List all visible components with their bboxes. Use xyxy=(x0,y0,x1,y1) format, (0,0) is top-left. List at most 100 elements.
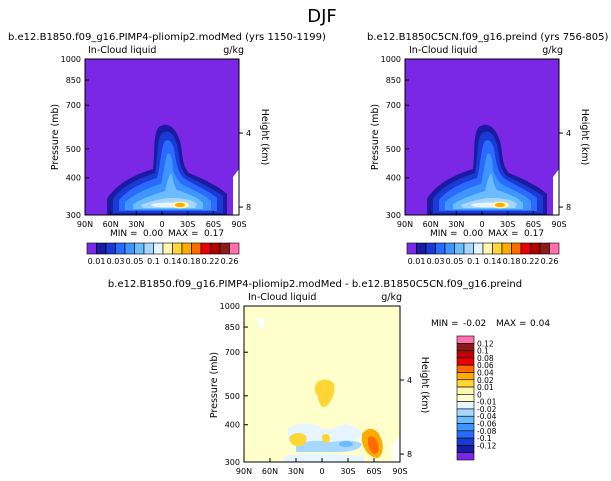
panel-1-colorbar-swatch xyxy=(153,242,164,255)
panel-3-contour-mid-positive xyxy=(314,379,335,408)
panel-3-colorbar-swatch xyxy=(456,350,475,359)
panel-3-title: b.e12.B1850.f09_g16.PIMP4-pliomip2.modMe… xyxy=(108,279,522,290)
panel-2-xtick-label: 90S xyxy=(551,220,566,229)
panel-2-colorbar-swatch xyxy=(520,242,531,255)
panel-1-colorbar-swatch xyxy=(105,242,116,255)
panel-3-colorbar-label: -0.12 xyxy=(477,441,497,450)
panel-3-axes: 90N 60N 30N 0 30S 60S 90S 300 400 500 700 850 1000 8 4 xyxy=(220,302,412,476)
figure-title: DJF xyxy=(307,6,337,27)
panel-3-colorbar-swatch xyxy=(456,437,475,446)
panel-2-colorbar-label: 0.14 xyxy=(484,257,502,266)
panel-2-colorbar-swatch xyxy=(539,242,550,255)
panel-1-colorbar-swatch xyxy=(96,242,107,255)
panel-2-colorbar-swatch xyxy=(492,242,503,255)
panel-3-colorbar-swatch xyxy=(456,430,475,439)
panel-2-xtick-label: 60N xyxy=(423,220,439,229)
panel-1-y2tick-label: 4 xyxy=(246,129,251,138)
panel-3-colorbar-swatch xyxy=(456,408,475,417)
panel-1-ytick-label: 850 xyxy=(66,76,81,85)
panel-2-ytick-label: 400 xyxy=(386,174,401,183)
panel-2-min-label: MIN = xyxy=(430,229,458,239)
panel-3-ytick-label: 1000 xyxy=(220,302,240,311)
panel-2-colorbar-swatch xyxy=(406,242,417,255)
panel-2-y2tick-label: 4 xyxy=(566,129,571,138)
panel-2-colorbar-swatch xyxy=(473,242,484,255)
panel-1-colorbar-swatch xyxy=(191,242,202,255)
panel-1-xtick-label: 90N xyxy=(77,220,93,229)
panel-2-plot xyxy=(404,58,560,216)
panel-1-xtick-label: 90S xyxy=(231,220,246,229)
panel-3-y2tick-label: 4 xyxy=(407,376,412,385)
panel-1-min-label: MIN = xyxy=(110,229,138,239)
panel-3-colorbar-label: 0.04 xyxy=(477,368,494,377)
panel-2-xtick-label: 0 xyxy=(479,220,484,229)
panel-1-colorbar-swatch xyxy=(124,242,135,255)
panel-1-colorbar-label: 0.26 xyxy=(221,257,239,266)
panel-3-colorbar-swatch xyxy=(456,394,475,402)
panel-1-xtick-label: 60N xyxy=(103,220,119,229)
panel-1-ytick-label: 400 xyxy=(66,174,81,183)
panel-3-max-value: 0.04 xyxy=(530,319,550,329)
panel-1-colorbar-swatch xyxy=(181,242,192,255)
panel-1-ytick-label: 300 xyxy=(66,211,81,220)
panel-2-colorbar-swatch xyxy=(549,242,560,255)
panel-3-contour-surface xyxy=(284,453,364,462)
panel-3-xtick-label: 30S xyxy=(340,467,355,476)
panel-1-xtick-label: 0 xyxy=(159,220,164,229)
panel-3-y2label: Height (km) xyxy=(419,357,430,414)
panel-3-colorbar-label: -0.02 xyxy=(477,405,497,414)
panel-3-contour-neg-mid xyxy=(296,440,362,452)
panel-1-colorbar-swatch xyxy=(86,242,97,255)
panel-2-colorbar-label: 0.26 xyxy=(541,257,559,266)
panel-3-colorbar-swatch xyxy=(456,423,475,432)
panel-1-units: g/kg xyxy=(223,45,244,56)
panel-2: b.e12.B1850C5CN.f09_g16.preind (yrs 756-… xyxy=(367,32,609,266)
panel-1-min-value: 0.00 xyxy=(143,229,163,239)
panel-3-colorbar-label: 0 xyxy=(477,390,482,399)
panel-3-colorbar-swatch xyxy=(456,445,475,454)
panel-1-axes: 90N 60N 30N 0 30S 60S 90S 300 400 500 700 850 1000 8 4 xyxy=(61,55,251,229)
panel-3-min-value: -0.02 xyxy=(463,319,486,329)
panel-2-y2tick-label: 8 xyxy=(566,203,571,212)
panel-2-max-value: 0.17 xyxy=(524,229,544,239)
panel-1-colorbar-swatch xyxy=(210,242,221,255)
panel-3-contour-pos-left xyxy=(289,433,307,446)
panel-1-xtick-label: 30N xyxy=(128,220,144,229)
panel-2-ytick-label: 300 xyxy=(386,211,401,220)
panel-2-title: b.e12.B1850C5CN.f09_g16.preind (yrs 756-… xyxy=(367,32,609,43)
panel-2-colorbar-swatch xyxy=(425,242,436,255)
panel-3-ylabel: Pressure (mb) xyxy=(209,352,220,418)
panel-1-colorbar-swatch xyxy=(115,242,126,255)
panel-1-colorbar-swatch xyxy=(219,242,230,255)
panel-2-colorbar-swatch xyxy=(511,242,522,255)
panel-1-colorbar-swatch xyxy=(134,242,145,255)
panel-1-xtick-label: 30S xyxy=(180,220,195,229)
panel-2-xtick-label: 90N xyxy=(397,220,413,229)
panel-2-contour-peak xyxy=(495,202,505,208)
panel-1-ylabel: Pressure (mb) xyxy=(50,104,61,170)
panel-3-min-label: MIN = xyxy=(431,319,459,329)
panel-3-colorbar-label: 0.06 xyxy=(477,361,494,370)
panel-2-colorbar-label: 0.1 xyxy=(467,257,480,266)
panel-3-contour-pos-small xyxy=(322,433,330,443)
panel-3-plot xyxy=(243,305,401,463)
panel-2-ytick-label: 500 xyxy=(386,145,401,154)
panel-3-colorbar-swatch xyxy=(456,372,475,381)
panel-1-colorbar-label: 0.14 xyxy=(164,257,182,266)
panel-2-variable: In-Cloud liquid xyxy=(409,45,477,56)
panel-2-colorbar-label: 0.05 xyxy=(446,257,464,266)
panel-3-ytick-label: 500 xyxy=(225,392,240,401)
panel-1-max-label: MAX = xyxy=(168,229,199,239)
panel-1-variable: In-Cloud liquid xyxy=(88,45,156,56)
panel-3-blank-patch xyxy=(258,317,265,329)
panel-3-colorbar-label: -0.08 xyxy=(477,427,497,436)
panel-2-xtick-label: 30N xyxy=(448,220,464,229)
panel-3-colorbar-swatch xyxy=(456,386,475,395)
panel-1-colorbar-swatch xyxy=(172,242,183,255)
panel-2-colorbar-label: 0.18 xyxy=(503,257,521,266)
panel-1-colorbar-swatch xyxy=(229,242,240,255)
panel-3-missing-region xyxy=(392,436,400,462)
panel-3-colorbar-label: 0.12 xyxy=(477,339,494,348)
panel-1-colorbar-label: 0.05 xyxy=(126,257,144,266)
